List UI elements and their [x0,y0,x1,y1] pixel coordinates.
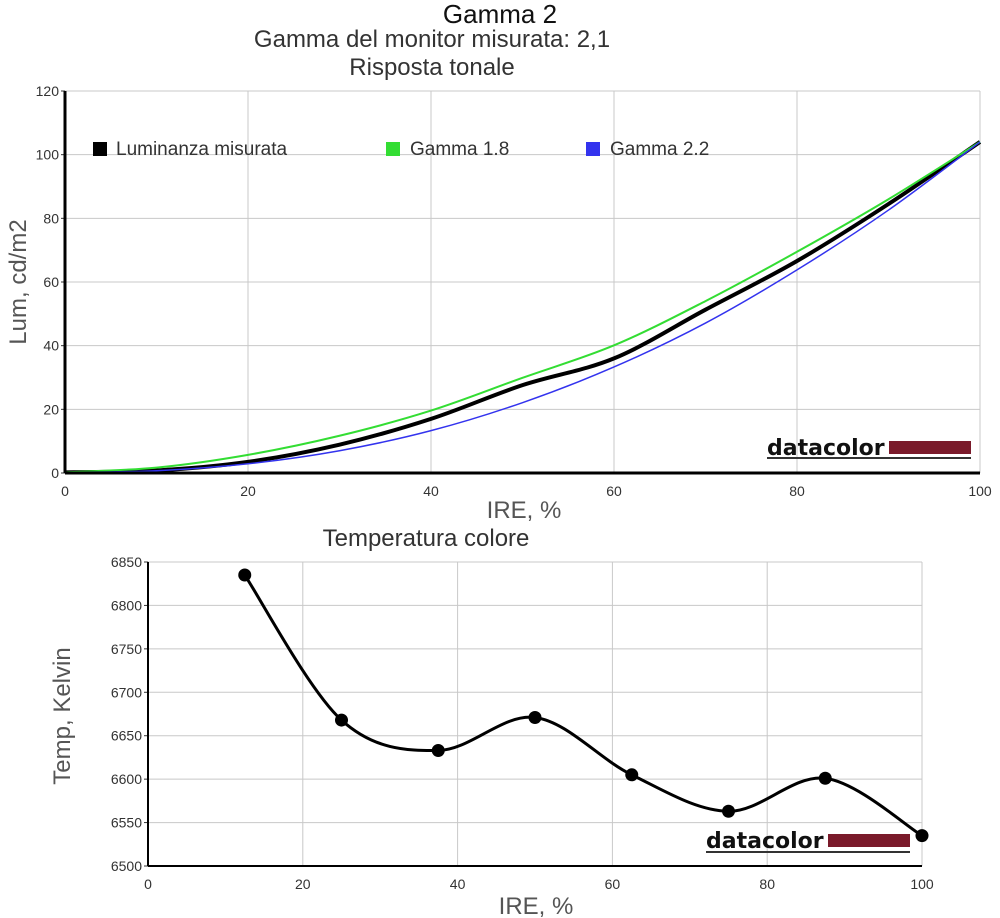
chart-1-x-tick-label: 60 [606,483,622,499]
datacolor-logo-text-1: datacolor [767,436,885,461]
chart-2-x-tick-label: 60 [605,876,621,892]
chart-2-data-point [431,743,445,757]
gamma-legend: Luminanza misurata Gamma 1.8 Gamma 2.2 [93,139,709,160]
chart-1-x-tick-label: 80 [789,483,805,499]
legend-swatch-gamma-1-8 [386,142,400,156]
chart-2-y-tick-label: 6650 [111,728,142,744]
chart-2-y-tick-label: 6850 [111,554,142,570]
chart-2-data-point [238,568,252,582]
chart-2-y-tick-label: 6550 [111,815,142,831]
chart-1-y-tick-label: 60 [43,274,59,290]
chart-2-y-tick-label: 6750 [111,641,142,657]
chart-1-x-tick-label: 100 [968,483,992,499]
gamma-chart-subtitle: Gamma del monitor misurata: 2,1 [254,26,610,53]
chart-1-plot: 0 20 40 60 80 100 0 20 40 60 80 100 120 [36,83,992,499]
chart-1-y-tick-label: 40 [43,338,59,354]
chart-2-data-point [915,829,929,843]
chart-2-y-tick-label: 6600 [111,771,142,787]
chart-2-data-point [625,768,639,782]
legend-swatch-luminanza [93,142,107,156]
chart-2-x-tick-label: 0 [144,876,152,892]
legend-label-gamma-1-8: Gamma 1.8 [410,139,509,160]
gamma-chart-title: Gamma 2 [443,0,557,29]
chart-2-data-point [528,710,542,724]
chart-2-plot: 0 20 40 60 80 100 6500 6550 6600 6650 6700 6750 6800… [111,554,934,892]
chart-2-data-point [335,713,348,727]
chart-2-y-tick-label: 6500 [111,858,142,874]
chart-1-x-tick-label: 20 [240,483,256,499]
temp-y-axis-label: Temp, Kelvin [49,647,76,784]
chart-1-series-line-0 [64,140,982,475]
datacolor-logo-text-2: datacolor [706,829,824,854]
chart-2-grid [148,561,923,866]
chart-1-series-line-1 [64,141,981,474]
chart-2-y-tick-label: 6700 [111,684,142,700]
chart-1-y-tick-label: 120 [36,83,60,99]
gamma-y-axis-label: Lum, cd/m2 [5,219,32,344]
datacolor-logo-2: datacolor [706,829,910,854]
chart-1-series-line-2 [64,141,981,474]
temp-chart-title: Temperatura colore [323,525,530,552]
chart-1-x-tick-label: 0 [61,483,69,499]
temp-x-axis-label: IRE, % [499,893,574,918]
legend-swatch-gamma-2-2 [586,142,600,156]
datacolor-logo-1: datacolor [767,436,971,461]
chart-2-x-tick-label: 80 [759,876,775,892]
chart-2-data-point [818,771,832,785]
chart-1-y-tick-label: 100 [36,147,60,163]
chart-2-data-point [722,804,735,818]
chart-2-y-tick-label: 6800 [111,597,142,613]
legend-label-gamma-2-2: Gamma 2.2 [610,139,709,160]
chart-1-y-tick-label: 80 [43,210,59,226]
chart-2-x-tick-label: 40 [450,876,466,892]
chart-2-x-tick-label: 20 [295,876,311,892]
gamma-chart-subtitle-2: Risposta tonale [349,54,514,81]
chart-2-x-tick-label: 100 [910,876,934,892]
gamma-x-axis-label: IRE, % [487,497,562,524]
chart-1-y-tick-label: 0 [51,465,59,481]
chart-1-y-tick-label: 20 [43,401,59,417]
legend-label-luminanza: Luminanza misurata [116,139,288,160]
chart-1-x-tick-label: 40 [423,483,439,499]
